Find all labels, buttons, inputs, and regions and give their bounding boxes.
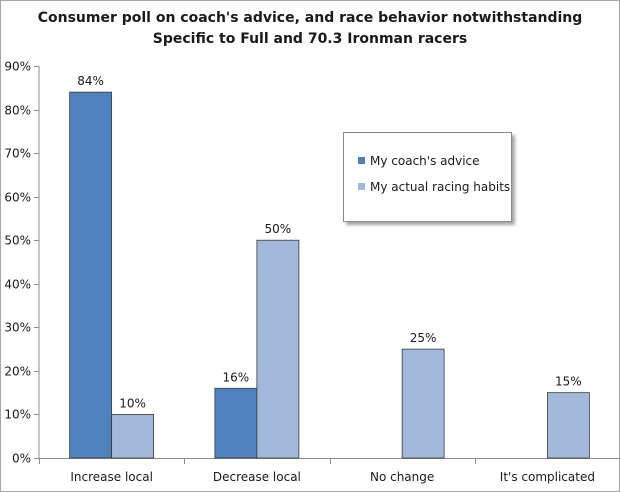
y-tick-label: 10% — [4, 408, 31, 422]
chart-legend: My coach's advice My actual racing habit… — [343, 132, 512, 222]
y-tick-label: 70% — [4, 147, 31, 161]
legend-label-coach: My coach's advice — [370, 154, 480, 168]
chart-title: Consumer poll on coach's advice, and rac… — [0, 8, 620, 50]
y-tick-label: 80% — [4, 104, 31, 118]
bar — [546, 392, 590, 459]
bar — [256, 239, 300, 459]
bar-value-label: 10% — [119, 396, 146, 410]
chart-title-line-2: Specific to Full and 70.3 Ironman racers — [152, 31, 468, 47]
bar — [111, 414, 155, 459]
bar-value-label: 84% — [77, 74, 104, 88]
bar-value-label: 25% — [410, 331, 437, 345]
legend-swatch-actual — [358, 183, 365, 190]
y-tick-label: 30% — [4, 321, 31, 335]
legend-swatch-coach — [358, 157, 365, 164]
bar-value-label: 15% — [555, 375, 582, 389]
x-tick-label: Increase local — [70, 470, 153, 484]
legend-item-coach: My coach's advice — [358, 152, 480, 170]
y-tick-label: 0% — [12, 452, 31, 466]
y-tick-label: 40% — [4, 278, 31, 292]
bar — [69, 91, 113, 459]
bar-value-label: 16% — [223, 370, 250, 384]
x-tick-label: It's complicated — [500, 470, 595, 484]
bar — [214, 387, 258, 459]
y-tick-label: 20% — [4, 365, 31, 379]
chart-title-line-1: Consumer poll on coach's advice, and rac… — [37, 10, 583, 26]
bar-value-label: 50% — [265, 222, 292, 236]
bar — [401, 348, 445, 459]
y-tick-label: 50% — [4, 234, 31, 248]
legend-item-actual: My actual racing habits — [358, 178, 510, 196]
y-tick-label: 60% — [4, 191, 31, 205]
legend-label-actual: My actual racing habits — [370, 180, 511, 194]
x-tick-label: Decrease local — [213, 470, 301, 484]
y-tick-label: 90% — [4, 60, 31, 74]
x-tick-label: No change — [370, 470, 434, 484]
